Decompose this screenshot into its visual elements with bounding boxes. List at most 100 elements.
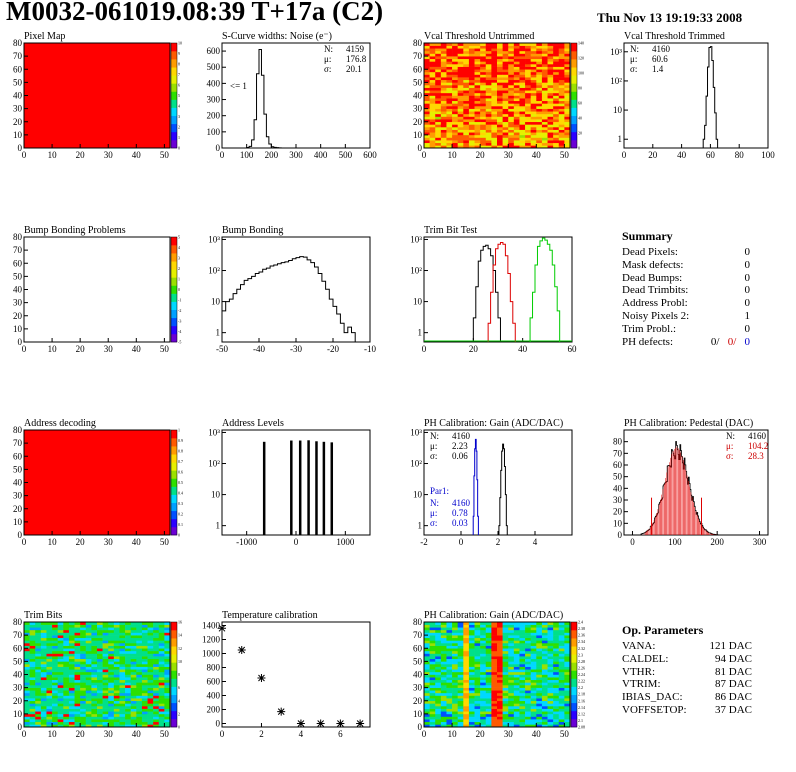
heatmap-cell bbox=[158, 721, 165, 725]
y-tick-label: 1200 bbox=[202, 635, 221, 645]
heatmap-cell bbox=[519, 703, 526, 707]
heatmap-cell bbox=[35, 629, 42, 633]
heatmap-cell bbox=[424, 711, 430, 715]
heatmap-cell bbox=[147, 658, 154, 662]
heatmap-cell bbox=[553, 656, 560, 660]
heatmap-cell bbox=[52, 703, 58, 707]
heatmap-cell bbox=[91, 703, 98, 707]
y-tick-label: 50 bbox=[13, 271, 23, 281]
heatmap-cell bbox=[429, 82, 436, 86]
heatmap-cell bbox=[457, 56, 464, 60]
color-scale-label: 20 bbox=[578, 131, 582, 136]
heatmap-cell bbox=[497, 43, 503, 46]
heatmap-cell bbox=[468, 121, 475, 125]
heatmap-cell bbox=[85, 648, 92, 652]
heatmap-cell bbox=[147, 721, 154, 725]
ph-defects-v1: 0/ bbox=[710, 335, 720, 348]
heatmap-cell bbox=[97, 666, 103, 670]
plot-frame bbox=[23, 236, 171, 343]
heatmap-cell bbox=[440, 700, 447, 704]
heatmap-cell bbox=[497, 48, 503, 52]
heatmap-cell bbox=[530, 145, 537, 149]
heatmap-cell bbox=[536, 116, 543, 120]
heatmap-cell bbox=[553, 708, 560, 712]
heatmap-cell bbox=[519, 721, 526, 725]
heatmap-cell bbox=[63, 637, 70, 641]
heatmap-cell bbox=[508, 74, 515, 78]
heatmap-cell bbox=[97, 719, 103, 723]
heatmap-cell bbox=[113, 682, 120, 686]
heatmap-cell bbox=[553, 66, 560, 70]
heatmap-cell bbox=[547, 85, 554, 88]
heatmap-cell bbox=[485, 129, 492, 133]
heatmap-cell bbox=[446, 43, 453, 46]
heatmap-cell bbox=[435, 682, 442, 686]
op-param-row: VTHR: 81 DAC bbox=[622, 666, 752, 679]
heatmap-cell bbox=[91, 690, 98, 694]
heatmap-cell bbox=[74, 706, 81, 709]
heatmap-cell bbox=[480, 90, 487, 94]
heatmap-cell bbox=[553, 74, 560, 78]
heatmap-cell bbox=[446, 692, 453, 696]
heatmap-cell bbox=[452, 721, 458, 725]
heatmap-cell bbox=[130, 635, 137, 639]
heatmap-cell bbox=[435, 124, 442, 128]
heatmap-cell bbox=[497, 69, 503, 73]
heatmap-cell bbox=[119, 661, 126, 665]
heatmap-cell bbox=[457, 724, 464, 728]
heatmap-cell bbox=[108, 653, 115, 657]
heatmap-cell bbox=[141, 671, 148, 675]
summary-value: 0 bbox=[744, 258, 751, 271]
heatmap-cell bbox=[440, 92, 447, 96]
heatmap-cell bbox=[429, 635, 436, 639]
heatmap-cell bbox=[508, 690, 515, 694]
heatmap-cell bbox=[29, 682, 36, 686]
y-tick-label: 40 bbox=[13, 91, 23, 101]
heatmap-cell bbox=[435, 145, 442, 149]
heatmap-cell bbox=[130, 679, 137, 683]
heatmap-cell bbox=[63, 695, 70, 699]
heatmap-cell bbox=[435, 106, 442, 109]
heatmap-cell bbox=[558, 71, 565, 75]
heatmap-cell bbox=[74, 656, 81, 660]
heatmap-cell bbox=[130, 724, 137, 728]
heatmap-cell bbox=[424, 671, 430, 675]
heatmap-cell bbox=[85, 713, 92, 717]
heatmap-cell bbox=[74, 629, 81, 633]
heatmap-cell bbox=[446, 666, 453, 670]
heatmap-cell bbox=[457, 690, 464, 694]
stat-key: N: bbox=[726, 431, 735, 441]
heatmap-cell bbox=[474, 703, 481, 707]
heatmap-cell bbox=[91, 666, 98, 670]
heatmap-cell bbox=[424, 132, 430, 136]
heatmap-cell bbox=[52, 706, 58, 709]
heatmap-cell bbox=[502, 64, 509, 67]
heatmap-cell bbox=[424, 627, 430, 631]
heatmap-cell bbox=[474, 687, 481, 691]
heatmap-cell bbox=[119, 645, 126, 649]
heatmap-cell bbox=[452, 103, 458, 107]
heatmap-cell bbox=[52, 671, 58, 675]
heatmap-cell bbox=[547, 56, 554, 60]
heatmap-cell bbox=[468, 108, 475, 112]
heatmap-cell bbox=[491, 50, 498, 54]
x-tick-label: 0 bbox=[459, 537, 464, 547]
heatmap-cell bbox=[558, 685, 565, 688]
heatmap-cell bbox=[153, 661, 160, 665]
heatmap-cell bbox=[80, 661, 87, 665]
heatmap-cell bbox=[480, 66, 487, 70]
color-scale-band bbox=[171, 494, 177, 503]
heatmap-cell bbox=[508, 116, 515, 120]
heatmap-cell bbox=[46, 713, 53, 717]
heatmap-cell bbox=[153, 645, 160, 649]
color-scale-label: 2.34 bbox=[578, 639, 585, 644]
heatmap-cell bbox=[63, 679, 70, 683]
heatmap-cell bbox=[457, 682, 464, 686]
heatmap-cell bbox=[468, 127, 475, 130]
heatmap-cell bbox=[485, 635, 492, 639]
summary-row: Dead Pixels: 0 bbox=[622, 246, 750, 259]
heatmap-cell bbox=[508, 69, 515, 73]
heatmap-cell bbox=[497, 679, 503, 683]
heatmap-cell bbox=[564, 90, 571, 94]
heatmap-cell bbox=[68, 711, 75, 715]
